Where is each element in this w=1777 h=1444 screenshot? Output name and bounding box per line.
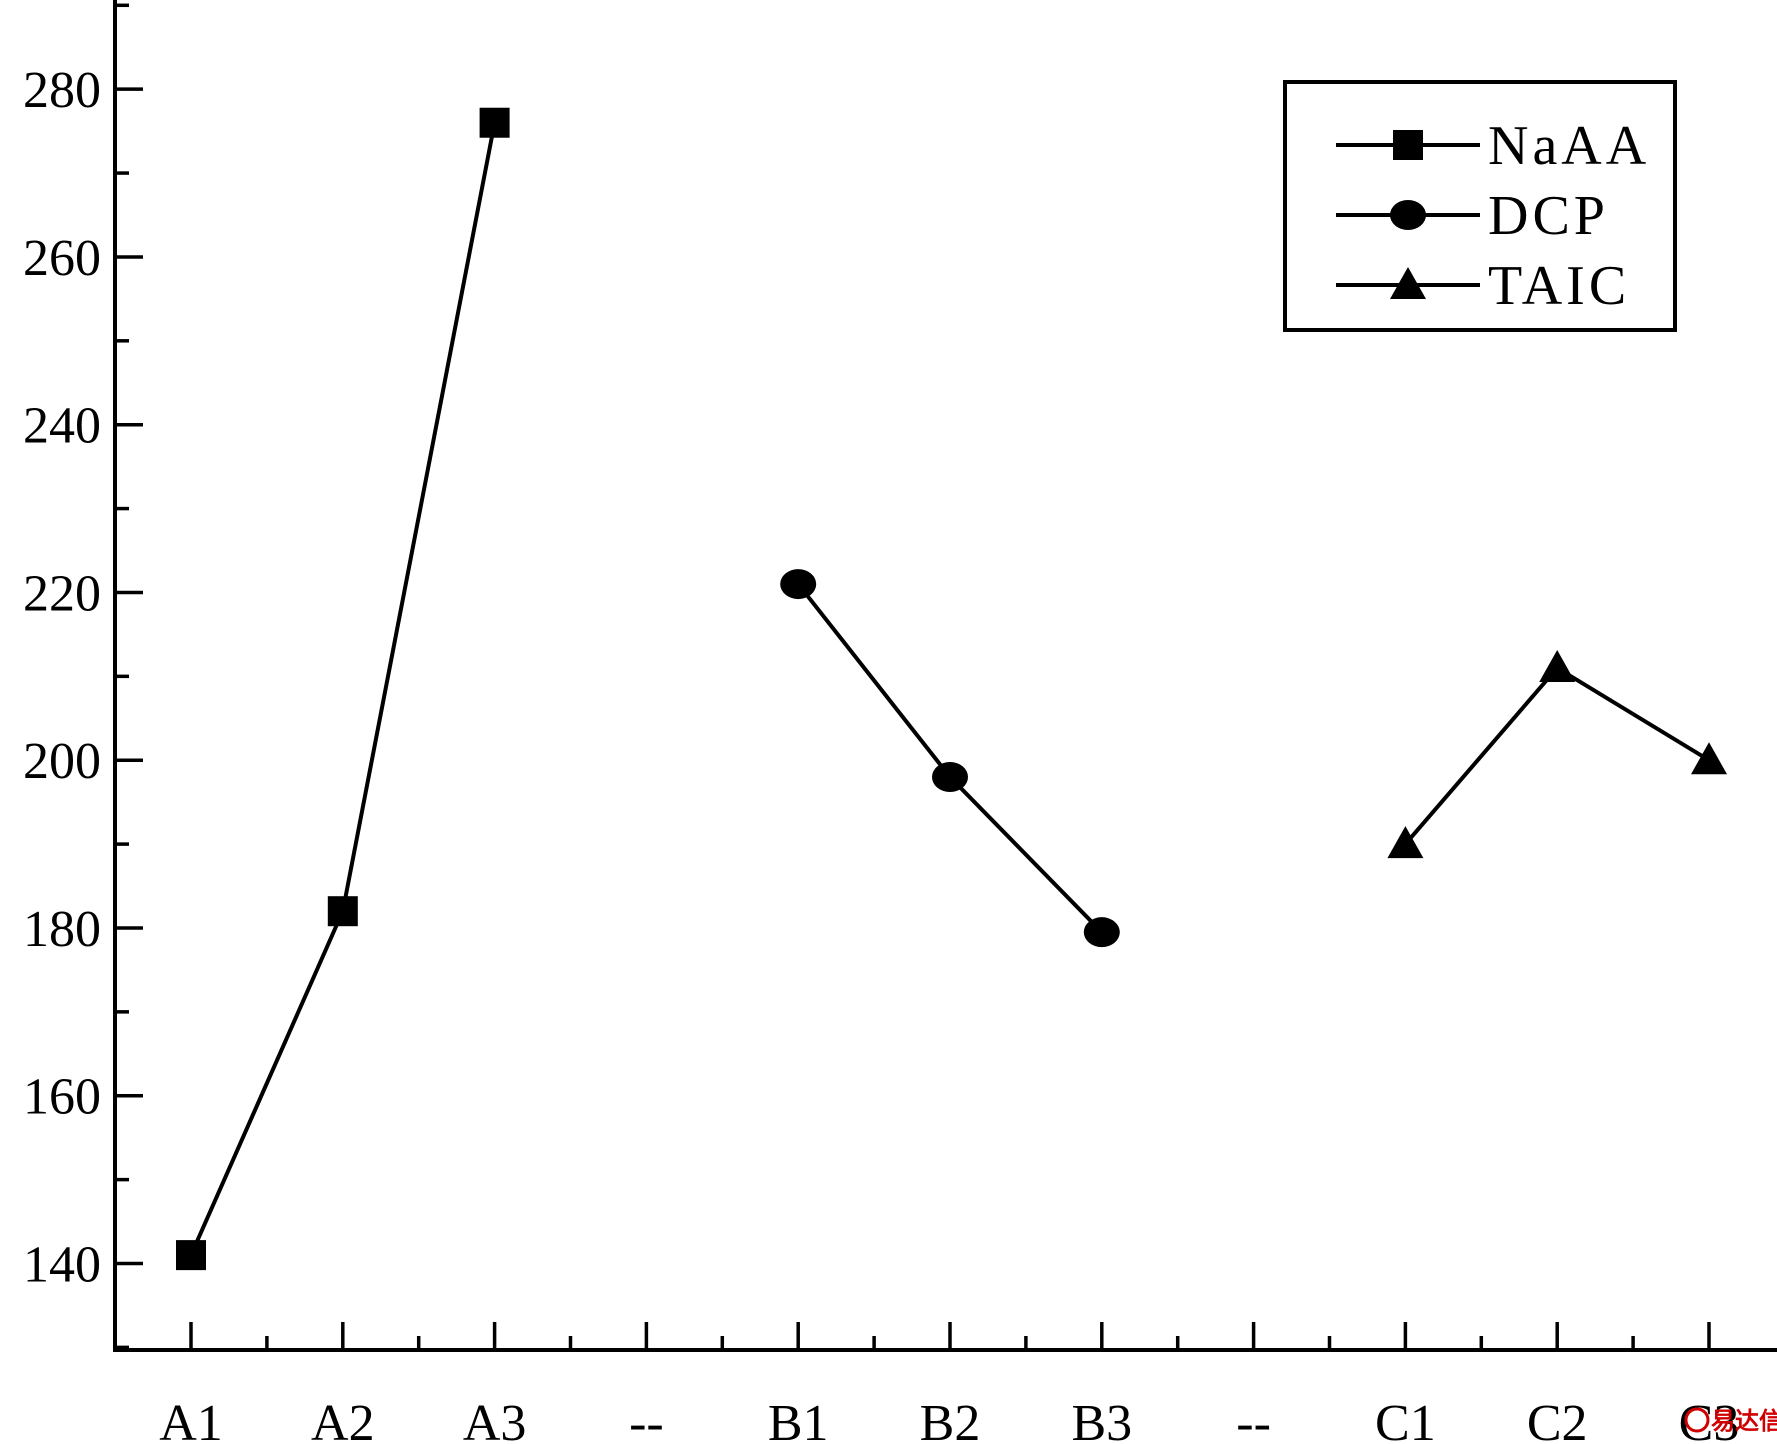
x-tick-label: B2	[920, 1395, 981, 1444]
data-point	[932, 761, 968, 792]
data-point	[780, 569, 817, 600]
series-taic	[1387, 649, 1727, 859]
y-tick-label: 260	[23, 230, 101, 287]
legend-item-naaa: NaAA	[1336, 115, 1650, 177]
data-point	[1083, 917, 1120, 948]
x-tick-label: A2	[311, 1395, 375, 1444]
data-point	[1691, 742, 1727, 775]
legend-item-dcp: DCP	[1336, 185, 1609, 247]
y-tick-label: 180	[23, 901, 101, 958]
x-tick-label: A3	[463, 1395, 527, 1444]
legend-item-taic: TAIC	[1336, 255, 1630, 317]
y-tick-label: 160	[23, 1069, 101, 1126]
x-tick-label: --	[629, 1395, 664, 1444]
data-point	[479, 107, 510, 138]
y-tick-label: 200	[23, 733, 101, 790]
x-tick-label: A1	[159, 1395, 223, 1444]
series-dcp	[780, 569, 1120, 948]
legend-label: TAIC	[1488, 255, 1630, 317]
legend-marker	[1390, 267, 1426, 299]
x-tick-label: C1	[1375, 1395, 1436, 1444]
y-tick-label: 280	[23, 62, 101, 119]
x-tick-label: B3	[1071, 1395, 1132, 1444]
x-tick-label: C2	[1527, 1395, 1588, 1444]
legend-marker	[1390, 200, 1426, 230]
x-axis-ticks: A1 A2 A3 -- B1 B2 B3 -- C1 C2 C3	[159, 1322, 1739, 1444]
series-layer	[176, 107, 1727, 1271]
series-line	[1403, 665, 1711, 846]
y-tick-label: 140	[23, 1237, 101, 1294]
legend: NaAA DCP TAIC	[1283, 80, 1677, 332]
data-point	[1539, 649, 1576, 682]
data-point	[327, 896, 358, 927]
y-axis-ticks: 140 160 180 200 220 240 260 280	[23, 3, 143, 1350]
legend-marker	[1393, 130, 1423, 160]
series-naaa	[176, 107, 510, 1271]
x-tick-label: --	[1236, 1395, 1271, 1444]
watermark-logo-icon	[1684, 1407, 1710, 1433]
watermark: 易达信	[1684, 1407, 1777, 1435]
y-tick-label: 240	[23, 398, 101, 455]
x-tick-label: B1	[768, 1395, 829, 1444]
legend-label: NaAA	[1488, 115, 1650, 177]
legend-label: DCP	[1488, 185, 1609, 247]
legend-box	[1283, 80, 1677, 332]
watermark-text: 易达信	[1711, 1407, 1777, 1435]
data-point	[176, 1240, 206, 1271]
y-tick-label: 220	[23, 565, 101, 622]
series-line	[189, 122, 497, 1256]
data-point	[1387, 826, 1424, 859]
series-line	[796, 582, 1104, 934]
